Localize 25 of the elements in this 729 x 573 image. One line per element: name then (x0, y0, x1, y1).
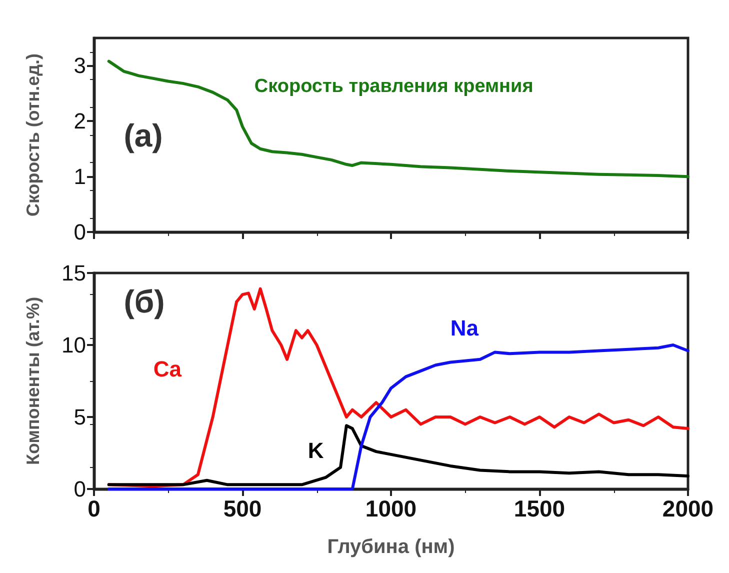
line-series (107, 287, 690, 488)
x-tick-label: 2000 (662, 496, 714, 522)
y-tick-label: 15 (62, 260, 86, 286)
x-tick-label: 500 (223, 496, 262, 522)
annotation: (a) (124, 117, 163, 154)
y-tick-label: 0 (74, 220, 86, 244)
annotation: (б) (124, 284, 165, 320)
y-tick-label: 3 (74, 53, 86, 78)
series-label: Скорость травления кремния (254, 76, 534, 97)
series-label: Ca (153, 356, 182, 382)
y-tick-label: 0 (74, 476, 86, 502)
series-label: K (308, 438, 324, 463)
y-tick-label: 1 (74, 164, 86, 190)
y-tick-label: 5 (74, 404, 86, 430)
line-series (107, 424, 690, 486)
line-series (107, 344, 690, 490)
y-axis-title: Компоненты (ат.%) (23, 296, 43, 466)
series-label: Na (450, 316, 480, 341)
x-tick-label: 1500 (514, 496, 566, 522)
x-tick-label: 1000 (365, 496, 417, 522)
y-tick-label: 10 (62, 332, 86, 358)
y-tick-label: 2 (74, 108, 86, 134)
x-axis-title: Глубина (нм) (327, 536, 455, 558)
y-axis-title: Скорость (отн.ед.) (23, 53, 43, 217)
line-series (107, 60, 690, 178)
